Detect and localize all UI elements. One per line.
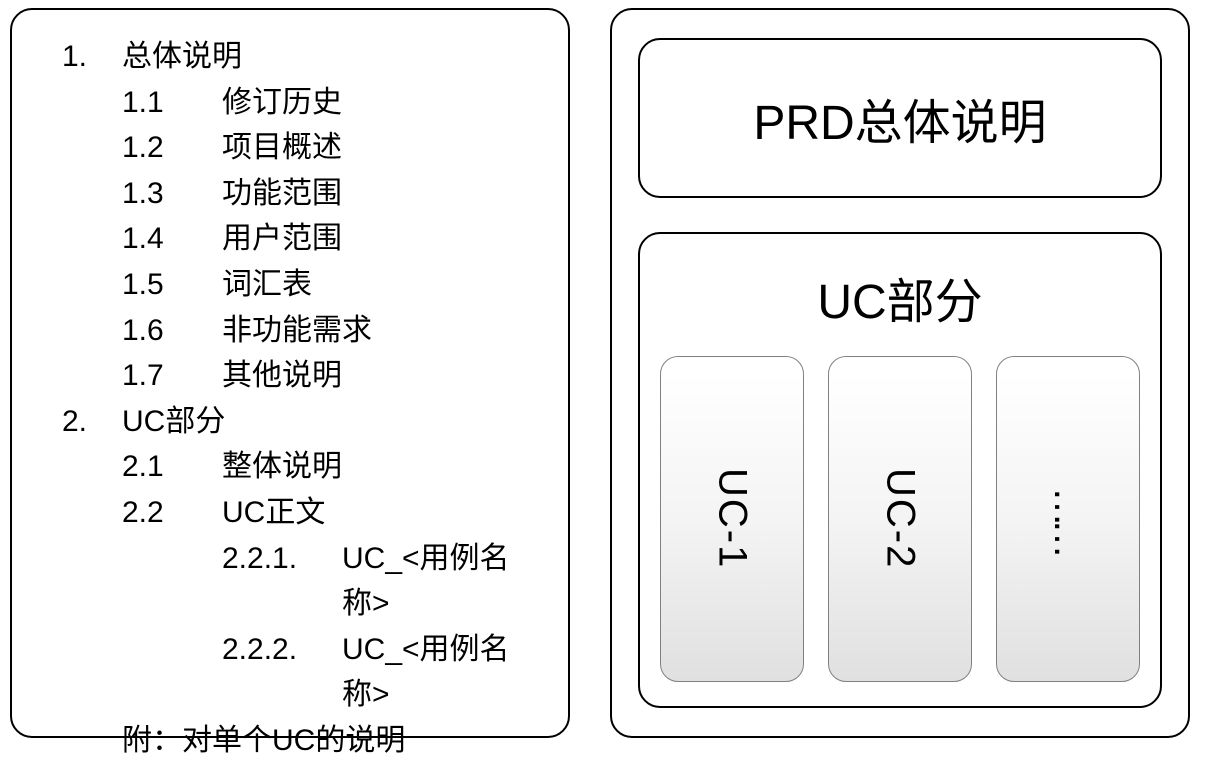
- outline-text: 非功能需求: [222, 308, 372, 354]
- outline-number: 1.: [62, 34, 122, 80]
- outline-item: 2.2.1. UC_<用例名称>: [62, 536, 538, 627]
- prd-overview-box: PRD总体说明: [638, 38, 1162, 198]
- uc-card: UC-1: [660, 356, 804, 682]
- uc-box-title: UC部分: [660, 262, 1140, 332]
- outline-text: UC_<用例名称>: [342, 536, 538, 627]
- outline-item: 1.1 修订历史: [62, 80, 538, 126]
- outline-number: 2.2.2.: [222, 627, 342, 718]
- outline-text: 修订历史: [222, 80, 342, 126]
- outline-item: 1.3 功能范围: [62, 171, 538, 217]
- outline-item: 1.2 项目概述: [62, 125, 538, 171]
- outline-item: 1.6 非功能需求: [62, 308, 538, 354]
- outline-item: 2. UC部分: [62, 399, 538, 445]
- outline-item: 1. 总体说明: [62, 34, 538, 80]
- outline-text: 整体说明: [222, 444, 342, 490]
- outline-text: UC_<用例名称>: [342, 627, 538, 718]
- outline-text: UC部分: [122, 399, 225, 445]
- outline-text: 用户范围: [222, 216, 342, 262]
- outline-number: 2.2.1.: [222, 536, 342, 627]
- outline-number: 2.: [62, 399, 122, 445]
- outline-item: 2.1 整体说明: [62, 444, 538, 490]
- uc-card-label: UC-1: [710, 468, 755, 569]
- outline-text: 其他说明: [222, 353, 342, 399]
- outline-appendix: 附：对单个UC的说明: [62, 718, 538, 764]
- diagram-panel: PRD总体说明 UC部分 UC-1 UC-2 ……: [610, 8, 1190, 738]
- outline-number: 1.1: [122, 80, 222, 126]
- outline-text: 功能范围: [222, 171, 342, 217]
- outline-text: 项目概述: [222, 125, 342, 171]
- outline-item: 1.5 词汇表: [62, 262, 538, 308]
- outline-number: 1.7: [122, 353, 222, 399]
- outline-number: 1.6: [122, 308, 222, 354]
- prd-box-label: PRD总体说明: [753, 83, 1046, 153]
- outline-number: 1.2: [122, 125, 222, 171]
- outline-text: 词汇表: [222, 262, 312, 308]
- uc-cards-row: UC-1 UC-2 ……: [660, 356, 1140, 682]
- outline-number: 1.4: [122, 216, 222, 262]
- uc-card-ellipsis: ……: [1048, 487, 1088, 551]
- outline-panel: 1. 总体说明 1.1 修订历史 1.2 项目概述 1.3 功能范围 1.4 用…: [10, 8, 570, 738]
- outline-text: 总体说明: [122, 34, 242, 80]
- outline-item: 2.2 UC正文: [62, 490, 538, 536]
- outline-text: UC正文: [222, 490, 325, 536]
- outline-number: 1.3: [122, 171, 222, 217]
- outline-item: 2.2.2. UC_<用例名称>: [62, 627, 538, 718]
- uc-card: UC-2: [828, 356, 972, 682]
- uc-section-box: UC部分 UC-1 UC-2 ……: [638, 232, 1162, 708]
- outline-item: 1.4 用户范围: [62, 216, 538, 262]
- outline-number: 2.1: [122, 444, 222, 490]
- outline-number: 1.5: [122, 262, 222, 308]
- uc-card-label: UC-2: [878, 468, 923, 569]
- outline-item: 1.7 其他说明: [62, 353, 538, 399]
- uc-card: ……: [996, 356, 1140, 682]
- outline-number: 2.2: [122, 490, 222, 536]
